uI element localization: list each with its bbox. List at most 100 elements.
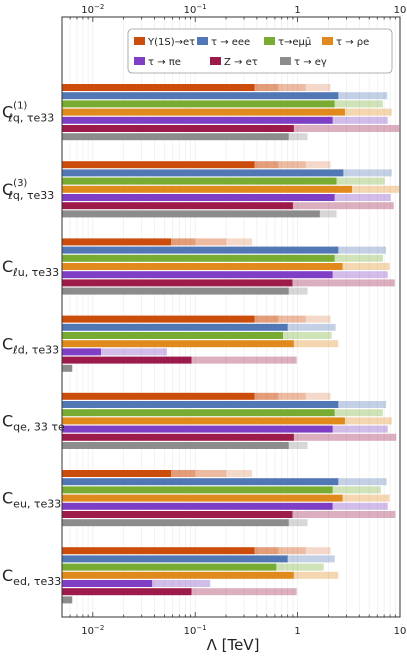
bar-upsilon: [62, 470, 171, 477]
projection-bar-pie: [334, 194, 391, 201]
projection-bar-pie: [332, 502, 388, 510]
projection-bar-rhoe: [342, 494, 390, 502]
projection-bar-upsilon: [305, 84, 331, 91]
bar-Zetau: [62, 356, 192, 364]
x-tick-label-bottom: 10−1: [184, 624, 207, 637]
bar-Zetau: [62, 433, 294, 441]
bar-emumu: [62, 177, 337, 185]
row-label: Cℓu, τe33: [2, 257, 59, 279]
bar-emumu: [62, 409, 335, 417]
projection-bar-upsilon: [305, 161, 331, 169]
row-labels: C(1) ℓq, τe33 C(3) ℓq, τe33 Cℓu, τe33 Cℓd, τe…: [2, 101, 65, 588]
projection-bar-upsilon: [305, 547, 331, 555]
x-tick-label-top: 1: [294, 5, 300, 16]
x-axis-title: Λ [TeV]: [207, 636, 260, 654]
projection-bar-pie: [332, 425, 388, 433]
projection-bar-upsilon: [305, 392, 331, 400]
projection-bar-Zetau: [293, 433, 397, 441]
projection-bar-upsilon: [170, 238, 196, 246]
projection-bar-upsilon: [195, 470, 227, 477]
projection-bar-pie: [332, 271, 388, 279]
projection-bar-Zetau: [292, 511, 396, 518]
bar-egamma: [62, 210, 320, 218]
legend-swatch-eee: [197, 37, 208, 45]
bar-emumu: [62, 254, 335, 262]
projection-bar-upsilon: [226, 238, 253, 246]
x-tick-label-top: 10: [394, 5, 407, 16]
projection-bar-rhoe: [293, 571, 339, 579]
projection-bar-Zetau: [191, 588, 297, 596]
bar-upsilon: [62, 315, 255, 323]
bar-pie: [62, 580, 153, 587]
legend-label-eee: τ → eee: [211, 37, 250, 48]
projection-bar-upsilon: [254, 84, 279, 91]
projection-bar-egamma: [288, 519, 308, 527]
projection-bar-emumu: [332, 486, 381, 494]
bar-rhoe: [62, 571, 294, 579]
bar-upsilon: [62, 392, 255, 400]
axis-ticks: 10−2 10−2 10−1 10−1 1 1 10 10: [61, 3, 407, 637]
projection-bar-upsilon: [254, 547, 279, 555]
bar-rhoe: [62, 494, 343, 502]
legend-swatch-rhoe: [322, 37, 333, 45]
legend: Υ(1S)→eτ τ → eee τ→eμμ̄ τ → ρe τ → πe Z → eτ τ…: [127, 28, 393, 74]
bars: [62, 84, 400, 604]
bar-Zetau: [62, 202, 293, 210]
projection-bar-upsilon: [170, 470, 196, 477]
plot-frame: [61, 16, 401, 618]
projection-bar-Zetau: [292, 279, 395, 287]
projection-bar-upsilon: [254, 161, 279, 169]
projection-bar-eee: [338, 478, 387, 486]
bar-upsilon: [62, 84, 255, 91]
bar-upsilon: [62, 238, 171, 246]
projection-bar-eee: [343, 169, 392, 177]
projection-bar-pie: [332, 116, 388, 124]
bar-eee: [62, 555, 288, 563]
bar-Zetau: [62, 125, 294, 132]
bar-eee: [62, 478, 339, 486]
bar-Zetau: [62, 511, 293, 518]
projection-bar-pie: [100, 348, 167, 356]
projection-bar-rhoe: [293, 340, 339, 348]
legend-swatch-upsilon: [134, 37, 145, 45]
legend-label-rhoe: τ → ρe: [336, 37, 369, 48]
legend-swatch-emumu: [264, 37, 275, 45]
row-label: Ceu, τe33: [2, 489, 61, 511]
bar-pie: [62, 116, 333, 124]
projection-bar-eee: [338, 401, 387, 408]
projection-bar-upsilon: [195, 238, 227, 246]
projection-bar-upsilon: [305, 315, 331, 323]
projection-bar-egamma: [288, 133, 308, 141]
bar-eee: [62, 169, 344, 177]
row-label: Cℓd, τe33: [2, 334, 59, 356]
bar-rhoe: [62, 417, 345, 425]
bar-egamma: [62, 133, 289, 141]
bar-emumu: [62, 486, 333, 494]
bar-rhoe: [62, 340, 294, 348]
bar-eee: [62, 323, 288, 331]
projection-bar-upsilon: [278, 392, 306, 400]
projection-bar-rhoe: [344, 417, 392, 425]
bar-pie: [62, 271, 333, 279]
projection-bar-rhoe: [344, 108, 392, 116]
projection-bar-upsilon: [254, 315, 279, 323]
projection-bar-eee: [338, 92, 388, 100]
legend-swatch-Zetau: [210, 57, 221, 65]
bar-egamma: [62, 364, 73, 372]
row-label: Cqe, 33 τe: [2, 412, 65, 434]
bar-upsilon: [62, 547, 255, 555]
projection-bar-rhoe: [342, 263, 390, 270]
bar-pie: [62, 502, 333, 510]
bar-emumu: [62, 100, 335, 108]
bar-egamma: [62, 442, 289, 449]
projection-bar-upsilon: [254, 392, 279, 400]
bar-rhoe: [62, 108, 345, 116]
x-tick-label-bottom: 1: [294, 626, 300, 637]
projection-bar-upsilon: [278, 315, 306, 323]
bar-pie: [62, 348, 101, 356]
projection-bar-eee: [338, 246, 387, 254]
legend-label-emumu: τ→eμμ̄: [278, 37, 312, 48]
bar-pie: [62, 194, 335, 201]
projection-bar-eee: [287, 555, 335, 563]
